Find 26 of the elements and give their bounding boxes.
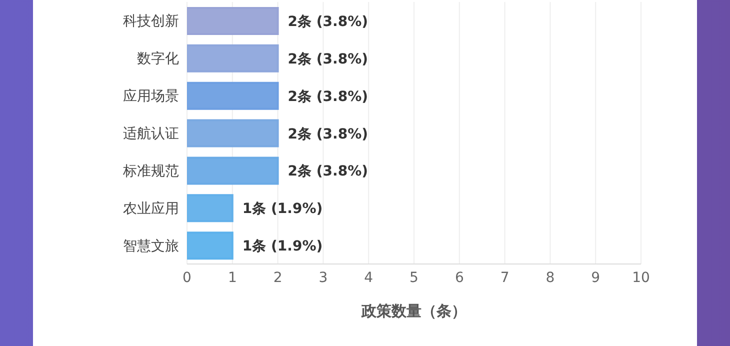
- x-tick-label: 9: [591, 270, 600, 286]
- x-tick-label: 3: [318, 270, 328, 286]
- y-tick-label: 数字化: [137, 51, 179, 68]
- x-tick-label: 1: [228, 270, 237, 286]
- data-label: 2条 (3.8%): [288, 126, 368, 142]
- data-label: 2条 (3.8%): [288, 51, 368, 68]
- y-tick-label: 科技创新: [123, 14, 179, 30]
- y-tick-label: 智慧文旅: [123, 238, 179, 254]
- x-tick-label: 10: [632, 270, 650, 286]
- y-tick-label: 适航认证: [123, 126, 179, 142]
- x-tick-label: 6: [454, 270, 464, 286]
- x-tick-label: 4: [364, 270, 374, 286]
- y-tick-label: 应用场景: [123, 88, 179, 105]
- x-tick-label: 2: [273, 270, 282, 286]
- y-tick-label: 农业应用: [123, 200, 179, 217]
- data-label: 1条 (1.9%): [242, 238, 323, 255]
- x-tick-label: 0: [182, 270, 192, 286]
- data-label: 2条 (3.8%): [288, 164, 368, 180]
- x-tick-label: 7: [500, 270, 510, 286]
- data-label: 2条 (3.8%): [288, 14, 368, 30]
- data-label: 1条 (1.9%): [242, 201, 323, 218]
- y-tick-label: 标准规范: [122, 163, 179, 180]
- data-label: 2条 (3.8%): [288, 88, 368, 105]
- x-tick-label: 5: [410, 270, 418, 286]
- x-tick-label: 8: [546, 270, 555, 286]
- x-axis-title: 政策数量（条）: [360, 302, 466, 320]
